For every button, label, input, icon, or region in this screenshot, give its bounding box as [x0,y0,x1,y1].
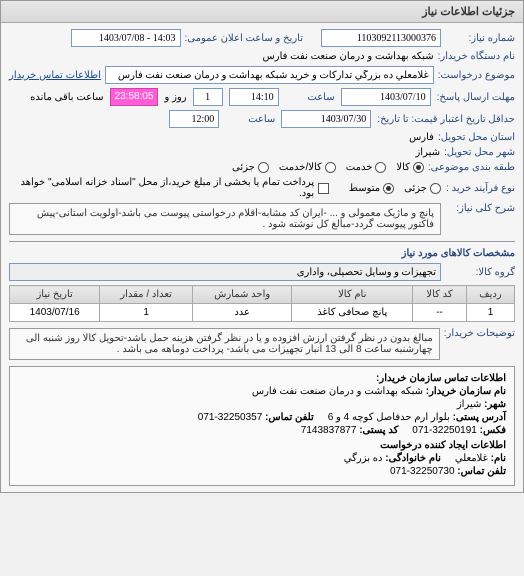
creator-family-label: نام خانوادگی: [385,453,441,464]
contact-addr-label: آدرس پستی: [453,412,506,423]
table-row[interactable]: 1 -- پانچ صحافی کاغذ عدد 1 1403/07/16 [10,304,515,322]
creator-name-label: نام: [491,453,506,464]
price-validity-time[interactable] [169,110,219,128]
buy-type-radio-group: جزئی متوسط [349,183,441,194]
countdown-timer: 23:58:05 [110,88,159,106]
buyer-org-value: شبکه بهداشت و درمان صنعت نفت فارس [9,51,434,62]
radio-icon [325,162,336,173]
col-row: ردیف [467,286,515,304]
col-name: نام کالا [292,286,413,304]
need-desc-box: پانچ و ماژیک معمولی و ... -ایران کد مشاب… [9,203,441,235]
announce-label: تاریخ و ساعت اعلان عمومی: [185,33,304,44]
col-code: کد کالا [413,286,467,304]
contact-phone: 32250357-071 [198,412,263,423]
contact-addr: بلوار ارم حدفاصل کوچه 4 و 6 [328,412,450,423]
goods-group-label: گروه کالا: [445,267,515,278]
buy-type-opt-small[interactable]: جزئی [404,183,441,194]
col-date: تاریخ نیاز [10,286,100,304]
contact-postcode-label: کد پستی: [359,425,398,436]
contact-city: شیراز [457,399,482,410]
need-details-panel: جزئیات اطلاعات نیاز شماره نیاز: تاریخ و … [0,0,524,493]
radio-icon [430,183,441,194]
contact-fax-label: فکس: [480,425,506,436]
payment-checkbox-label: پرداخت تمام یا بخشی از مبلغ خرید،از محل … [9,177,314,199]
city-label: شهر محل تحویل: [444,147,515,158]
creator-family: ده بزرگي [344,453,383,464]
days-suffix: روز و [164,92,186,103]
creator-title: اطلاعات ایجاد کننده درخواست [18,440,506,451]
cell-qty: 1 [100,304,193,322]
contact-block: اطلاعات تماس سازمان خریدار: نام سازمان خ… [9,366,515,486]
grouping-opt-other[interactable]: جزئی [232,162,269,173]
goods-header-row: ردیف کد کالا نام کالا واحد شمارش تعداد /… [10,286,515,304]
price-validity-date[interactable] [281,110,371,128]
request-subject-field[interactable] [105,66,434,84]
creator-name: غلامعلي [455,453,488,464]
radio-icon [413,162,424,173]
request-subject-label: موضوع درخواست: [438,70,515,81]
buyer-contact-link[interactable]: اطلاعات تماس خریدار [9,70,101,81]
buyer-org-label: نام دستگاه خریدار: [438,51,515,62]
panel-header: جزئیات اطلاعات نیاز [1,1,523,23]
col-qty: تعداد / مقدار [100,286,193,304]
contact-block-title: اطلاعات تماس سازمان خریدار: [18,373,506,384]
col-unit: واحد شمارش [192,286,291,304]
divider [9,241,515,242]
remain-suffix: ساعت باقی مانده [30,92,103,103]
extra-desc-label: توضیحات خریدار: [444,328,515,339]
cell-code: -- [413,304,467,322]
buy-type-label: نوع فرآیند خرید : [445,183,515,194]
extra-desc-box: مبالغ بدون در نظر گرفتن ارزش افزوده و يا… [9,328,440,360]
goods-table: ردیف کد کالا نام کالا واحد شمارش تعداد /… [9,285,515,322]
cell-date: 1403/07/16 [10,304,100,322]
deadline-date-field[interactable] [341,88,431,106]
grouping-opt-goods[interactable]: کالا [396,162,424,173]
city-value: شیراز [9,147,440,158]
radio-icon [375,162,386,173]
cell-row: 1 [467,304,515,322]
radio-icon [383,183,394,194]
grouping-opt-mixed[interactable]: کالا/خدمت [279,162,336,173]
announce-field[interactable] [71,29,181,47]
contact-postcode: 7143837877 [301,425,357,436]
payment-checkbox[interactable] [318,183,329,194]
need-no-label: شماره نیاز: [445,33,515,44]
contact-phone-label: تلفن تماس: [265,412,314,423]
contact-org-label: نام سازمان خریدار: [426,386,506,397]
time-label-1: ساعت [285,92,335,103]
panel-title: جزئیات اطلاعات نیاز [422,6,515,18]
grouping-radio-group: کالا خدمت کالا/خدمت جزئی [232,162,424,173]
cell-unit: عدد [192,304,291,322]
need-desc-label: شرح کلی نیاز: [445,203,515,214]
deadline-label: مهلت ارسال پاسخ: [437,92,515,103]
form-body: شماره نیاز: تاریخ و ساعت اعلان عمومی: نا… [1,23,523,492]
contact-fax: 32250191-071 [412,425,477,436]
days-field[interactable] [193,88,223,106]
deadline-time-field[interactable] [229,88,279,106]
need-no-field[interactable] [321,29,441,47]
province-label: استان محل تحویل: [438,132,515,143]
grouping-opt-service[interactable]: خدمت [346,162,387,173]
buy-type-opt-medium[interactable]: متوسط [349,183,394,194]
province-value: فارس [9,132,434,143]
goods-group-field[interactable] [9,263,441,281]
grouping-label: طبقه بندی موضوعی: [428,162,515,173]
price-validity-label: حداقل تاریخ اعتبار قیمت: تا تاریخ: [377,114,515,125]
radio-icon [258,162,269,173]
cell-name: پانچ صحافی کاغذ [292,304,413,322]
creator-phone: 32250730-071 [390,466,455,477]
time-label-2: ساعت [225,114,275,125]
goods-section-title: مشخصات کالاهای مورد نیاز [9,248,515,259]
contact-city-label: شهر: [484,399,506,410]
creator-phone-label: تلفن تماس: [457,466,506,477]
contact-org: شبکه بهداشت و درمان صنعت نفت فارس [252,386,423,397]
